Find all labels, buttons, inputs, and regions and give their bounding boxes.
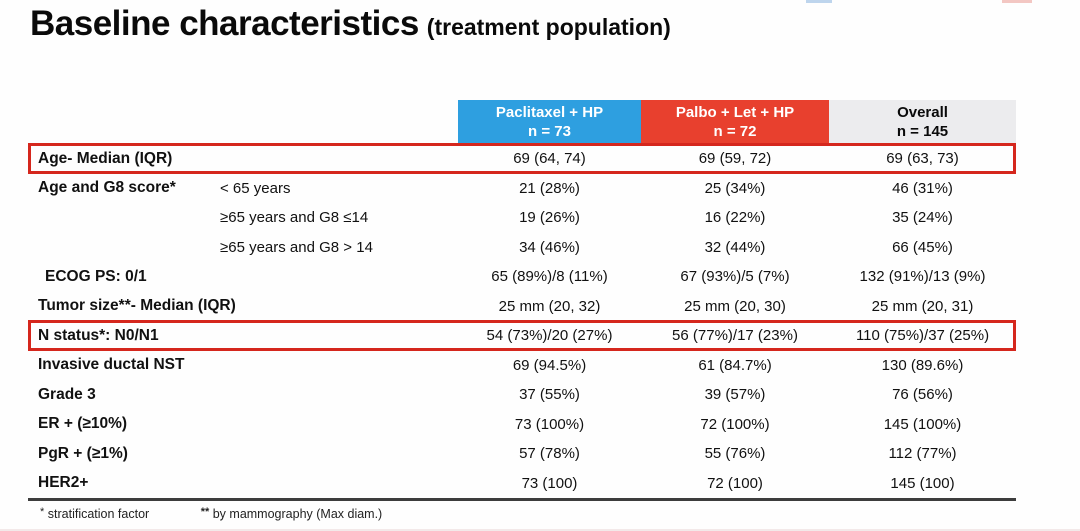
row-label: Invasive ductal NST bbox=[38, 356, 185, 374]
cell-paclitaxel: 65 (89%)/8 (11%) bbox=[491, 268, 608, 286]
footnote-mammography: ** by mammography (Max diam.) bbox=[200, 506, 383, 521]
cell-paclitaxel: 25 mm (20, 32) bbox=[498, 297, 601, 315]
footnotes: * stratification factor ** by mammograph… bbox=[40, 506, 383, 521]
cell-overall: 145 (100%) bbox=[883, 415, 962, 433]
cell-overall: 132 (91%)/13 (9%) bbox=[859, 268, 986, 286]
top-edge-pink-artifact bbox=[1002, 0, 1032, 3]
row-label: HER2+ bbox=[38, 474, 89, 492]
header-spacer bbox=[28, 100, 458, 144]
column-header-overall: Overall n = 145 bbox=[829, 100, 1016, 144]
table-row-age-g8-gt14: ≥65 years and G8 > 14 34 (46%) 32 (44%) … bbox=[28, 233, 1016, 263]
cell-paclitaxel: 73 (100%) bbox=[514, 415, 585, 433]
column-header-n: n = 145 bbox=[896, 123, 949, 140]
row-label: Age- Median (IQR) bbox=[38, 149, 173, 167]
table-row-er-positive: ER + (≥10%) 73 (100%) 72 (100%) 145 (100… bbox=[28, 410, 1016, 440]
baseline-characteristics-table: Paclitaxel + HP n = 73 Palbo + Let + HP … bbox=[28, 100, 1016, 501]
table-header-row: Paclitaxel + HP n = 73 Palbo + Let + HP … bbox=[28, 100, 1016, 144]
cell-overall: 130 (89.6%) bbox=[881, 356, 964, 374]
cell-palbo: 67 (93%)/5 (7%) bbox=[680, 268, 790, 286]
table-row-invasive-ductal: Invasive ductal NST 69 (94.5%) 61 (84.7%… bbox=[28, 351, 1016, 381]
cell-paclitaxel: 21 (28%) bbox=[519, 179, 580, 197]
cell-palbo: 72 (100) bbox=[707, 474, 763, 492]
column-header-n: n = 72 bbox=[713, 123, 757, 140]
table-row-her2-positive: HER2+ 73 (100) 72 (100) 145 (100) bbox=[28, 469, 1016, 499]
row-label: Age and G8 score* bbox=[38, 179, 176, 197]
cell-paclitaxel: 73 (100) bbox=[521, 474, 578, 492]
cell-palbo: 32 (44%) bbox=[704, 238, 766, 256]
cell-palbo: 25 (34%) bbox=[704, 179, 766, 197]
footnote-marker: * bbox=[40, 506, 45, 518]
cell-overall: 110 (75%)/37 (25%) bbox=[855, 327, 990, 345]
cell-overall: 66 (45%) bbox=[892, 238, 953, 256]
footnote-stratification-factor: * stratification factor bbox=[40, 506, 150, 521]
cell-palbo: 55 (76%) bbox=[704, 445, 766, 463]
column-header-palbo-let-hp: Palbo + Let + HP n = 72 bbox=[641, 100, 829, 144]
cell-paclitaxel: 34 (46%) bbox=[519, 238, 580, 256]
cell-overall: 25 mm (20, 31) bbox=[871, 297, 974, 315]
title-main: Baseline characteristics bbox=[30, 4, 419, 43]
column-header-label: Palbo + Let + HP bbox=[675, 104, 795, 121]
cell-overall: 46 (31%) bbox=[892, 179, 953, 197]
page-title: Baseline characteristics (treatment popul… bbox=[30, 4, 671, 44]
row-label: ER + (≥10%) bbox=[38, 415, 128, 433]
row-sublabel: < 65 years bbox=[220, 179, 291, 197]
cell-overall: 69 (63, 73) bbox=[886, 150, 959, 168]
table-row-age-median: Age- Median (IQR) 69 (64, 74) 69 (59, 72… bbox=[28, 143, 1016, 174]
row-sublabel: ≥65 years and G8 > 14 bbox=[220, 238, 373, 256]
cell-paclitaxel: 54 (73%)/20 (27%) bbox=[486, 327, 613, 345]
row-label: PgR + (≥1%) bbox=[38, 444, 128, 462]
row-label: ECOG PS: 0/1 bbox=[45, 267, 147, 285]
cell-palbo: 61 (84.7%) bbox=[698, 356, 772, 374]
title-subtitle: (treatment population) bbox=[426, 14, 671, 40]
cell-paclitaxel: 69 (64, 74) bbox=[513, 150, 586, 168]
top-edge-blue-artifact bbox=[806, 0, 832, 3]
table-row-grade-3: Grade 3 37 (55%) 39 (57%) 76 (56%) bbox=[28, 380, 1016, 410]
cell-overall: 145 (100) bbox=[890, 474, 955, 492]
cell-overall: 35 (24%) bbox=[892, 209, 953, 227]
footnote-marker: ** bbox=[200, 506, 210, 518]
cell-palbo: 25 mm (20, 30) bbox=[684, 297, 786, 315]
cell-palbo: 69 (59, 72) bbox=[698, 150, 772, 168]
footnote-text: stratification factor bbox=[47, 507, 150, 521]
cell-palbo: 56 (77%)/17 (23%) bbox=[672, 327, 798, 345]
table-row-age-g8-le14: ≥65 years and G8 ≤14 19 (26%) 16 (22%) 3… bbox=[28, 203, 1016, 233]
cell-paclitaxel: 37 (55%) bbox=[519, 386, 580, 404]
row-label: Grade 3 bbox=[38, 385, 96, 403]
row-label: N status*: N0/N1 bbox=[38, 326, 159, 344]
cell-overall: 112 (77%) bbox=[888, 445, 957, 463]
footnote-text: by mammography (Max diam.) bbox=[212, 507, 383, 521]
table-row-ecog-ps: ECOG PS: 0/1 65 (89%)/8 (11%) 67 (93%)/5… bbox=[28, 262, 1016, 292]
row-sublabel: ≥65 years and G8 ≤14 bbox=[220, 209, 369, 227]
column-header-label: Overall bbox=[897, 104, 948, 121]
table-row-n-status: N status*: N0/N1 54 (73%)/20 (27%) 56 (7… bbox=[28, 320, 1016, 351]
table-row-age-g8-lt65: Age and G8 score* < 65 years 21 (28%) 25… bbox=[28, 174, 1016, 204]
column-header-n: n = 73 bbox=[528, 123, 571, 140]
cell-palbo: 39 (57%) bbox=[704, 386, 766, 404]
cell-palbo: 72 (100%) bbox=[700, 415, 770, 433]
cell-paclitaxel: 57 (78%) bbox=[519, 445, 580, 463]
table-row-tumor-size: Tumor size**- Median (IQR) 25 mm (20, 32… bbox=[28, 292, 1016, 322]
column-header-label: Paclitaxel + HP bbox=[495, 104, 604, 121]
column-header-paclitaxel-hp: Paclitaxel + HP n = 73 bbox=[458, 100, 641, 144]
row-label: Tumor size**- Median (IQR) bbox=[38, 297, 236, 315]
cell-palbo: 16 (22%) bbox=[704, 209, 766, 227]
table-row-pgr-positive: PgR + (≥1%) 57 (78%) 55 (76%) 112 (77%) bbox=[28, 439, 1016, 469]
cell-paclitaxel: 69 (94.5%) bbox=[512, 356, 587, 374]
cell-paclitaxel: 19 (26%) bbox=[519, 209, 580, 227]
cell-overall: 76 (56%) bbox=[892, 386, 953, 404]
